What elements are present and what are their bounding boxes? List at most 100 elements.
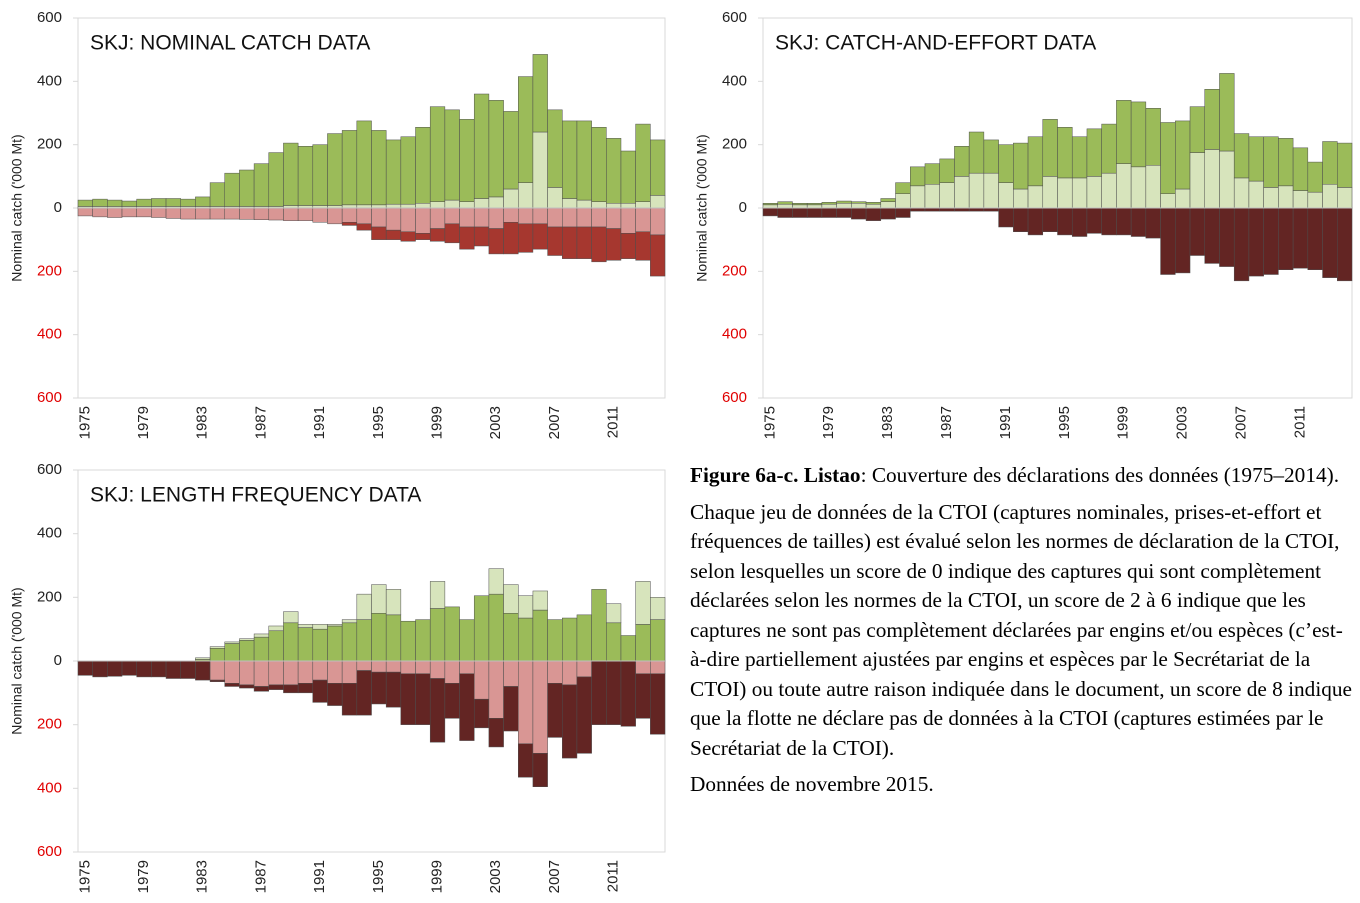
bar-segment: [591, 201, 607, 209]
bar-segment: [209, 182, 225, 207]
bar-segment: [503, 222, 519, 255]
bar-segment: [606, 603, 622, 624]
y-tick-label: 400: [37, 72, 62, 89]
bar-segment: [1233, 133, 1250, 179]
x-tick-label: 1975: [76, 406, 93, 439]
paragraph: Chaque jeu de données de la CTOI (captur…: [690, 499, 1353, 760]
bar-segment: [547, 187, 563, 209]
bar-segment: [429, 207, 446, 229]
bar-segment: [821, 202, 837, 205]
y-tick-label: 0: [54, 199, 62, 216]
bar-segment: [459, 207, 475, 228]
bar-segment: [488, 228, 504, 255]
bar-segment: [180, 207, 196, 220]
bar-segment: [1233, 177, 1250, 209]
x-tick-label: 1979: [135, 860, 152, 893]
bar-segment: [532, 223, 548, 250]
bar-segment: [136, 198, 152, 207]
bar-segment: [488, 660, 504, 719]
bar-segment: [488, 568, 504, 595]
x-tick-label: 1987: [252, 406, 269, 439]
bar-segment: [151, 207, 167, 218]
y-tick-label: 400: [722, 326, 747, 343]
bar-segment: [429, 581, 446, 609]
bar-segment: [547, 660, 563, 684]
bar-segment: [650, 139, 666, 196]
bar-segment: [518, 223, 534, 253]
y-tick-label: 200: [37, 716, 62, 733]
bar-segment: [121, 660, 137, 676]
bar-segment: [518, 617, 534, 662]
bar-segment: [415, 233, 431, 240]
bar-segment: [341, 619, 358, 624]
bar-segment: [1086, 207, 1102, 234]
y-tick-label: 200: [37, 262, 62, 279]
bar-segment: [239, 169, 255, 207]
bar-segment: [195, 207, 211, 220]
x-tick-label: 1979: [135, 406, 152, 439]
bar-segment: [635, 231, 651, 261]
bar-segment: [576, 226, 592, 259]
bar-segment: [1013, 142, 1029, 190]
bar-segment: [224, 172, 240, 207]
x-tick-label: 1991: [311, 406, 328, 439]
bar-segment: [283, 142, 299, 206]
bar-segment: [429, 678, 446, 743]
bar-segment: [650, 234, 666, 277]
bar-segment: [224, 643, 240, 662]
bar-segment: [444, 207, 460, 225]
bar-segment: [1189, 106, 1206, 153]
bar-segment: [880, 207, 896, 220]
bar-segment: [297, 627, 314, 662]
bar-segment: [1101, 172, 1117, 209]
bar-segment: [650, 660, 666, 674]
bar-segment: [562, 120, 578, 199]
bar-segment: [620, 660, 636, 727]
bar-segment: [821, 207, 837, 218]
bar-segment: [180, 198, 196, 207]
bar-segment: [371, 584, 387, 614]
bar-segment: [209, 660, 225, 681]
bar-segment: [1086, 176, 1102, 209]
y-tick-label: 200: [37, 136, 62, 153]
bar-segment: [562, 226, 578, 259]
bar-segment: [415, 673, 431, 725]
bar-segment: [836, 200, 852, 204]
figure-label: Figure 6a-c.: [690, 463, 799, 487]
bar-segment: [371, 130, 387, 206]
bar-segment: [1160, 193, 1176, 209]
bar-segment: [77, 199, 93, 207]
bar-segment: [312, 144, 328, 206]
x-tick-label: 2007: [546, 406, 563, 439]
bar-segment: [792, 203, 808, 206]
bar-segment: [547, 207, 563, 228]
x-tick-label: 1991: [311, 860, 328, 893]
bar-segment: [1278, 138, 1294, 187]
bar-segment: [1145, 207, 1161, 239]
y-tick-label: 600: [37, 9, 62, 26]
bar-segment: [821, 203, 837, 209]
bar-segment: [650, 597, 666, 620]
bar-segment: [503, 613, 519, 662]
bar-segment: [910, 166, 926, 187]
y-tick-label: 400: [37, 326, 62, 343]
bar-segment: [253, 660, 270, 687]
bar-segment: [606, 228, 622, 261]
bar-segment: [444, 223, 460, 244]
bar-segment: [635, 201, 651, 209]
chart-title: SKJ: LENGTH FREQUENCY DATA: [90, 484, 421, 507]
bar-segment: [1057, 207, 1073, 236]
bar-segment: [209, 679, 225, 682]
bar-segment: [283, 684, 299, 694]
bar-segment: [1292, 190, 1309, 209]
bar-segment: [851, 201, 867, 204]
bar-segment: [1086, 128, 1102, 177]
bar-segment: [224, 641, 240, 644]
bar-segment: [1145, 108, 1161, 166]
bar-segment: [518, 182, 534, 209]
bar-segment: [503, 686, 519, 732]
x-tick-label: 1979: [820, 406, 837, 439]
bar-segment: [356, 619, 372, 662]
bar-segment: [518, 595, 534, 619]
